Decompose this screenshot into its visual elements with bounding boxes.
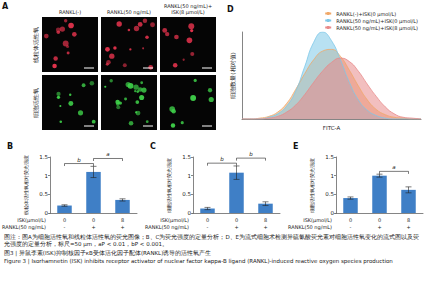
svg-text:-: - [207, 224, 209, 230]
html-text:Figure 3 | Isorhamnetin (ISK): Figure 3 | Isorhamnetin (ISK) inhibits r… [4, 258, 393, 265]
svg-text:+: + [120, 224, 124, 230]
svg-text:FITC-A: FITC-A [323, 125, 341, 131]
svg-text:线粒体活性氧相对荧光强度: 线粒体活性氧相对荧光强度 [23, 155, 29, 215]
svg-text:RANKL(-): RANKL(-) [59, 9, 81, 15]
svg-text:RANKL(50 ng/mL)+: RANKL(50 ng/mL)+ [163, 3, 213, 9]
svg-text:RANKL(50 ng/mL): RANKL(50 ng/mL) [2, 224, 46, 231]
svg-text:b: b [77, 157, 81, 163]
svg-text:b: b [220, 156, 224, 162]
svg-text:8: 8 [121, 217, 124, 223]
svg-text:8: 8 [264, 217, 267, 223]
svg-text:1.5: 1.5 [39, 154, 48, 160]
svg-text:1.5: 1.5 [182, 154, 191, 160]
svg-text:0: 0 [206, 217, 209, 223]
svg-text:0: 0 [349, 217, 352, 223]
svg-text:0: 0 [63, 217, 66, 223]
svg-text:RANKL(50 ng/mL)+ISK(0 μmol/L): RANKL(50 ng/mL)+ISK(0 μmol/L) [336, 18, 418, 25]
svg-text:0: 0 [188, 210, 192, 216]
svg-text:0.5: 0.5 [39, 191, 48, 197]
svg-text:E: E [293, 142, 298, 151]
svg-text:C: C [150, 142, 156, 151]
svg-text:+: + [91, 224, 95, 230]
svg-text:+: + [406, 224, 410, 230]
svg-text:RANKL(50 ng/mL): RANKL(50 ng/mL) [145, 224, 189, 231]
svg-text:RANKL(-)+ISK(0 μmol/L): RANKL(-)+ISK(0 μmol/L) [336, 11, 396, 18]
svg-text:0: 0 [378, 217, 381, 223]
svg-text:RANKL(50 ng/mL): RANKL(50 ng/mL) [288, 224, 332, 231]
svg-text:-: - [350, 224, 352, 230]
svg-text:ISK(μmol/L): ISK(μmol/L) [160, 217, 189, 224]
svg-text:b: b [249, 151, 253, 157]
html-text:图3 | 异鼠李素(ISK)抑制核因子κB受体活化因子配体(: 图3 | 异鼠李素(ISK)抑制核因子κB受体活化因子配体(RANKL)诱导的活… [4, 249, 212, 256]
svg-text:1: 1 [331, 173, 335, 179]
svg-text:+: + [377, 224, 381, 230]
svg-text:ISK(μmol/L): ISK(μmol/L) [303, 217, 332, 224]
html-text:图注：图A为细胞活性氧和线粒体活性氧的荧光图像；B、C为荧光: 图注：图A为细胞活性氧和线粒体活性氧的荧光图像；B、C为荧光强度的定量分析；D、… [4, 234, 420, 248]
svg-text:0.5: 0.5 [325, 191, 334, 197]
svg-text:ISK(8 μmol/L): ISK(8 μmol/L) [171, 9, 205, 16]
svg-text:0.5: 0.5 [182, 191, 191, 197]
svg-text:8: 8 [407, 217, 410, 223]
svg-text:+: + [263, 224, 267, 230]
svg-text:D: D [227, 5, 234, 14]
svg-text:线粒体活性氧: 线粒体活性氧 [33, 27, 39, 63]
svg-text:+: + [234, 224, 238, 230]
svg-text:RANKL(50 ng/mL): RANKL(50 ng/mL) [107, 9, 151, 16]
svg-text:细胞活性氧相对荧光强度: 细胞活性氧相对荧光强度 [166, 158, 172, 213]
svg-text:0: 0 [45, 210, 49, 216]
svg-text:-: - [64, 224, 66, 230]
svg-text:a: a [106, 151, 110, 157]
svg-text:0: 0 [235, 217, 238, 223]
svg-text:1.5: 1.5 [325, 154, 334, 160]
svg-text:ISK(μmol/L): ISK(μmol/L) [17, 217, 46, 224]
svg-text:细胞活性氧: 细胞活性氧 [33, 88, 39, 118]
svg-text:0: 0 [92, 217, 95, 223]
svg-text:B: B [7, 142, 13, 151]
svg-text:a: a [392, 164, 396, 170]
svg-text:A: A [2, 2, 9, 11]
svg-text:细胞数量(相对值): 细胞数量(相对值) [230, 52, 236, 98]
svg-text:RANKL(50 ng/mL)+ISK(8 μmol/L): RANKL(50 ng/mL)+ISK(8 μmol/L) [336, 25, 418, 32]
svg-text:细胞活性氧相对荧光强度: 细胞活性氧相对荧光强度 [309, 158, 315, 213]
svg-text:0: 0 [331, 210, 335, 216]
svg-text:1: 1 [45, 173, 49, 179]
svg-text:1: 1 [188, 173, 192, 179]
